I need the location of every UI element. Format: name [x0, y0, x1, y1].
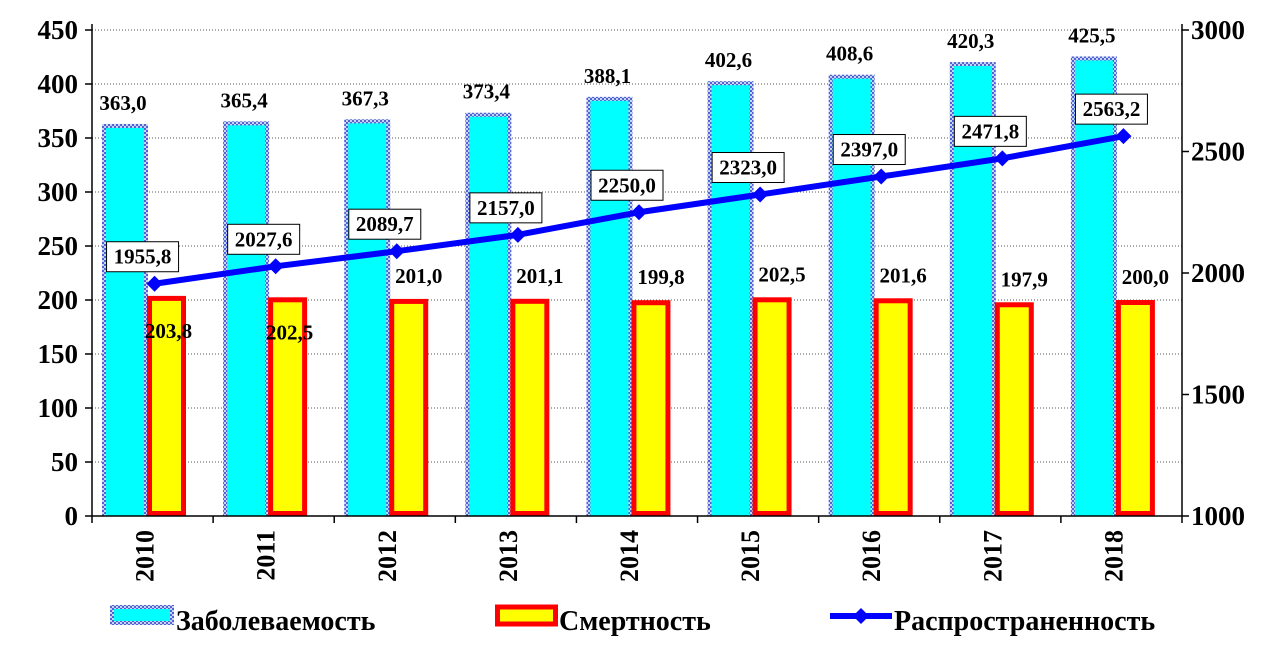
mortality-data-label: 201,6	[880, 263, 927, 287]
labels-layer: 363,0 365,4 367,3 373,4 388,1 402,6 408,6 420,3…	[99, 23, 1169, 344]
prevalence-point	[994, 150, 1011, 167]
prevalence-label-box	[227, 223, 301, 255]
mortality-data-label: 201,1	[516, 264, 563, 288]
prevalence-data-label: 2250,0	[598, 173, 656, 197]
prevalence-label-box	[348, 208, 422, 240]
prevalence-point	[146, 275, 163, 292]
line-layer	[146, 128, 1132, 292]
x-tick-label: 2017	[978, 530, 1007, 582]
right-tick-label: 2000	[1191, 258, 1245, 288]
mortality-bar	[752, 297, 792, 516]
mortality-data-label: 202,5	[758, 262, 805, 286]
x-tick-label: 2018	[1099, 530, 1128, 582]
x-tick-label: 2010	[131, 530, 160, 582]
left-tick-label: 400	[38, 69, 79, 99]
incidence-bar	[590, 100, 629, 517]
mortality-data-label: 202,5	[266, 320, 313, 344]
right-tick-label: 2500	[1191, 137, 1245, 167]
prevalence-label-box	[832, 134, 906, 166]
legend: Заболеваемость Смертность Распространеннос…	[110, 604, 1155, 637]
incidence-data-label: 363,0	[99, 91, 146, 115]
left-tick-label: 150	[38, 339, 79, 369]
mortality-bar	[147, 295, 186, 516]
left-tick-label: 300	[38, 177, 79, 207]
prevalence-label-box	[1074, 93, 1148, 125]
incidence-bar	[106, 127, 144, 517]
prevalence-label-box	[590, 169, 664, 201]
prevalence-label-box	[106, 241, 180, 273]
incidence-bar	[711, 85, 750, 516]
prevalence-point	[631, 204, 647, 221]
right-tick-label: 3000	[1191, 15, 1245, 45]
left-tick-label: 0	[65, 501, 79, 531]
prevalence-point	[267, 258, 284, 275]
prevalence-label-box	[953, 115, 1027, 147]
prevalence-data-label: 2563,2	[1083, 97, 1141, 121]
prevalence-point	[509, 226, 526, 243]
mortality-bar	[510, 298, 550, 517]
x-tick-label: 2014	[615, 530, 644, 582]
prevalence-data-label: 1955,8	[114, 245, 172, 269]
incidence-data-label: 388,1	[584, 64, 631, 88]
mortality-bar	[1115, 300, 1155, 516]
legend-incidence-label: Заболеваемость	[176, 606, 376, 637]
prevalence-point	[873, 168, 890, 185]
incidence-data-label: 367,3	[342, 86, 389, 110]
incidence-bar	[1074, 60, 1113, 517]
prevalence-point	[1115, 128, 1132, 145]
axes-layer: 0 50 100 150 200 250 300 350 400 450 1000 1500 2000 2…	[38, 15, 1246, 582]
prevalence-data-label: 2397,0	[840, 138, 898, 162]
mortality-bar	[873, 298, 913, 516]
legend-prevalence-label: Распространенность	[894, 606, 1155, 637]
left-tick-label: 250	[38, 231, 79, 261]
right-tick-label: 1000	[1191, 501, 1245, 531]
mortality-bar	[389, 298, 429, 517]
prevalence-point	[388, 243, 405, 260]
mortality-data-label: 197,9	[1001, 267, 1048, 291]
incidence-data-label: 425,5	[1068, 23, 1115, 47]
mortality-bar	[268, 297, 308, 516]
prevalence-data-label: 2027,6	[235, 227, 293, 251]
mortality-bar	[631, 300, 671, 516]
legend-mortality-label: Смертность	[559, 606, 711, 637]
incidence-data-label: 408,6	[826, 42, 873, 66]
prevalence-data-label: 2323,0	[719, 156, 777, 180]
prevalence-point	[752, 186, 769, 203]
prevalence-data-label: 2471,8	[961, 119, 1019, 143]
incidence-bar	[469, 116, 508, 516]
x-tick-label: 2016	[857, 530, 886, 582]
mortality-data-label: 200,0	[1122, 265, 1169, 289]
left-tick-label: 450	[38, 15, 79, 45]
prevalence-data-label: 2089,7	[356, 212, 414, 236]
incidence-data-label: 402,6	[705, 48, 752, 72]
incidence-bar	[348, 123, 387, 516]
right-tick-label: 1500	[1191, 380, 1245, 410]
left-tick-label: 100	[38, 393, 79, 423]
mortality-data-label: 203,8	[145, 319, 192, 343]
incidence-data-label: 373,4	[463, 80, 511, 104]
mortality-data-label: 199,8	[637, 265, 684, 289]
mortality-data-label: 201,0	[395, 264, 442, 288]
left-tick-label: 50	[51, 447, 78, 477]
x-tick-label: 2015	[736, 530, 765, 582]
prevalence-label-box	[711, 152, 785, 184]
incidence-bar	[227, 125, 266, 517]
legend-mortality-swatch	[495, 604, 558, 627]
incidence-data-label: 365,4	[220, 88, 268, 112]
x-tick-label: 2011	[252, 530, 281, 581]
prevalence-label-box	[469, 192, 543, 224]
incidence-data-label: 420,3	[947, 29, 994, 53]
left-tick-label: 350	[38, 123, 79, 153]
legend-incidence-swatch	[114, 609, 170, 621]
legend-prevalence-marker	[853, 608, 869, 624]
x-tick-label: 2012	[373, 530, 402, 582]
mortality-bar	[994, 302, 1034, 516]
prevalence-data-label: 2157,0	[477, 196, 535, 220]
x-tick-label: 2013	[494, 530, 523, 582]
left-tick-label: 200	[38, 285, 79, 315]
